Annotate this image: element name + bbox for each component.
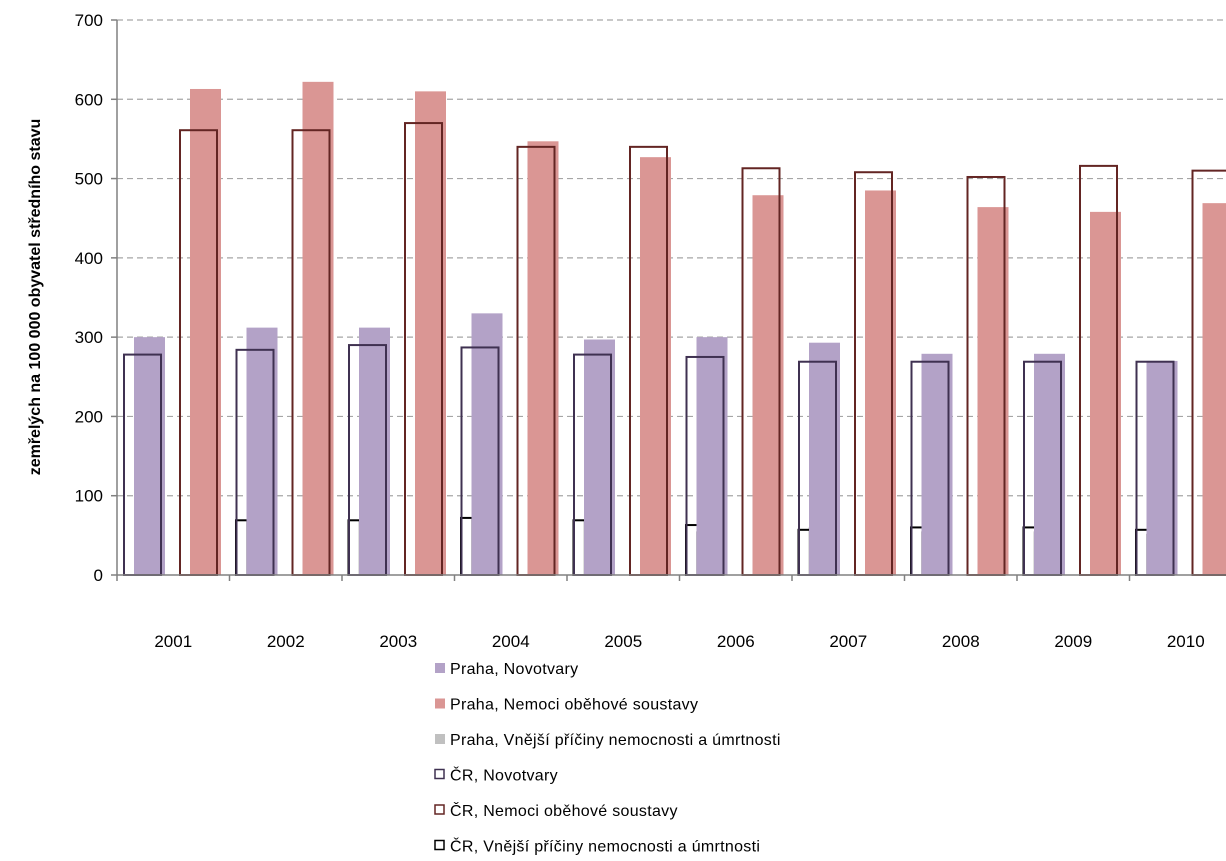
legend-label: ČR, Nemoci oběhové soustavy [450, 801, 678, 820]
x-tick-label: 2003 [379, 632, 417, 651]
bar-praha-nemoci-ob-hov-soustavy [865, 190, 896, 575]
legend: Praha, Novotvary Praha, Nemoci oběhové so… [434, 661, 781, 856]
x-tick-label: 2007 [829, 632, 867, 651]
bar-praha-novotvary [359, 327, 390, 575]
bar-praha-nemoci-ob-hov-soustavy [415, 91, 446, 575]
y-tick-label: 200 [75, 407, 103, 426]
bar-praha-nemoci-ob-hov-soustavy [1090, 211, 1121, 575]
legend-swatch [435, 734, 445, 744]
bar-praha-novotvary [696, 337, 728, 575]
bar-praha-novotvary [134, 337, 165, 575]
bar-praha-novotvary [809, 342, 840, 575]
bar-praha-nemoci-ob-hov-soustavy [1202, 203, 1226, 575]
legend-label: Praha, Nemoci oběhové soustavy [450, 697, 698, 714]
y-tick-label: 600 [75, 90, 103, 109]
bar-praha-nemoci-ob-hov-soustavy [302, 81, 334, 575]
bar-praha-novotvary [471, 313, 503, 575]
bar-praha-novotvary [1034, 353, 1065, 575]
x-tick-label: 2009 [1054, 632, 1092, 651]
legend-swatch [435, 698, 445, 709]
bar-praha-nemoci-ob-hov-soustavy [977, 207, 1009, 575]
legend-swatch [435, 663, 445, 673]
x-tick-labels: 2001 2002 2003 2004 2005 2006 2007 2008 2009 2010 [154, 632, 1204, 651]
y-tick-label: 700 [75, 11, 103, 30]
x-tick-label: 2008 [942, 632, 980, 651]
legend-swatch [434, 804, 445, 815]
legend-swatch [434, 839, 445, 851]
y-tick-label: 300 [75, 328, 103, 347]
legend-label: ČR, Vnější příčiny nemocnosti a úmrtnost… [450, 837, 760, 856]
bar-praha-nemoci-ob-hov-soustavy [190, 88, 221, 575]
x-tick-label: 2002 [267, 632, 305, 651]
y-tick-label: 100 [75, 487, 103, 506]
legend-label: ČR, Novotvary [450, 766, 558, 785]
bar-praha-nemoci-ob-hov-soustavy [752, 195, 784, 575]
bar-praha-novotvary [921, 353, 953, 575]
x-tick-label: 2010 [1167, 632, 1205, 651]
bar-praha-novotvary [1146, 360, 1178, 575]
x-tick-label: 2001 [154, 632, 192, 651]
bar-praha-nemoci-ob-hov-soustavy [640, 157, 671, 575]
x-tick-label: 2004 [492, 632, 530, 651]
x-tick-label: 2006 [717, 632, 755, 651]
bar-praha-novotvary [584, 339, 615, 575]
legend-label: Praha, Novotvary [450, 661, 578, 678]
legend-label: Praha, Vnější příčiny nemocnosti a úmrtn… [450, 732, 781, 749]
axes [111, 19, 1226, 581]
legend-swatch [434, 768, 445, 780]
bars [123, 81, 1226, 577]
y-axis-label: zemřelých na 100 000 obyvatel středního … [27, 119, 44, 476]
y-tick-label: 500 [75, 170, 103, 189]
bar-praha-nemoci-ob-hov-soustavy [527, 141, 559, 576]
y-tick-labels: 0 100 200 300 400 500 600 700 [75, 11, 103, 585]
gridlines [117, 19, 1226, 497]
y-tick-label: 0 [94, 566, 103, 585]
y-tick-label: 400 [75, 249, 103, 268]
x-tick-label: 2005 [604, 632, 642, 651]
bar-praha-novotvary [246, 327, 278, 575]
